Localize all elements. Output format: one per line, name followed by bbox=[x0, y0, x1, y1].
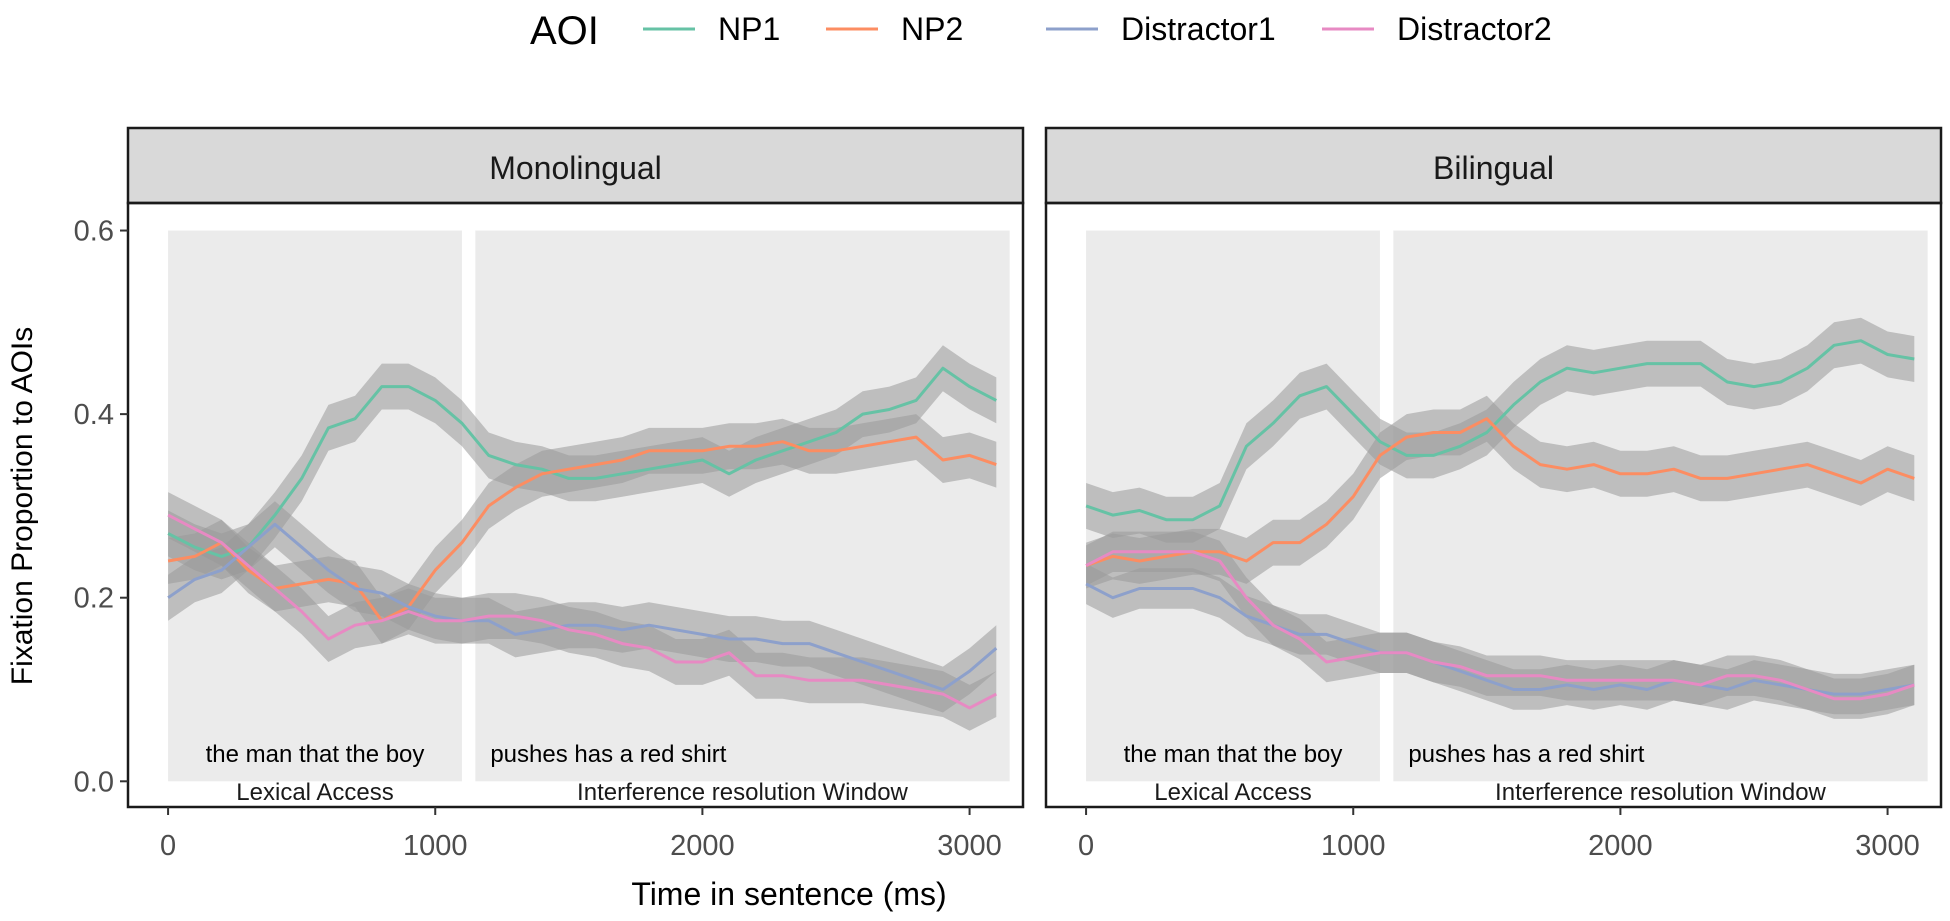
panel-monolingual: Monolingual the man that the boy Lexical A… bbox=[74, 126, 1025, 862]
x-tick-label: 2000 bbox=[1588, 830, 1653, 862]
x-tick-label: 0 bbox=[160, 830, 176, 862]
x-tick-label: 1000 bbox=[1321, 830, 1386, 862]
y-tick-label: 0.4 bbox=[74, 399, 114, 431]
y-tick-label: 0.6 bbox=[74, 216, 114, 248]
x-tick-label: 2000 bbox=[670, 830, 735, 862]
window-label: Lexical Access bbox=[236, 779, 393, 806]
panel-border bbox=[126, 201, 1025, 809]
window-words: the man that the boy bbox=[206, 741, 425, 768]
window-label: Interference resolution Window bbox=[577, 779, 909, 806]
series-line-distractor1 bbox=[167, 522, 998, 691]
window-words: pushes has a red shirt bbox=[1408, 741, 1644, 768]
window-words: the man that the boy bbox=[1124, 741, 1343, 768]
ci-band-distractor2 bbox=[168, 492, 997, 731]
x-axis-title: Time in sentence (ms) bbox=[631, 876, 946, 912]
x-tick-label: 0 bbox=[1078, 830, 1094, 862]
panel-bilingual: Bilingual the man that the boy Lexical Acc… bbox=[1044, 126, 1943, 862]
panel-strip bbox=[126, 126, 1025, 205]
x-tick-label: 3000 bbox=[1855, 830, 1920, 862]
x-tick-label: 3000 bbox=[937, 830, 1002, 862]
series-line-np2 bbox=[167, 435, 997, 623]
panel-title: Monolingual bbox=[489, 150, 662, 186]
legend-label-distractor2: Distractor2 bbox=[1397, 11, 1552, 47]
series-line-np1 bbox=[167, 366, 997, 558]
legend-title: AOI bbox=[530, 9, 599, 53]
window-words: pushes has a red shirt bbox=[490, 741, 726, 768]
ci-band-np2 bbox=[1086, 395, 1915, 589]
legend: AOI NP1 NP2 Distractor1 Distractor2 bbox=[530, 9, 1552, 53]
series-line-np1 bbox=[1085, 339, 1915, 522]
series-line-distractor1 bbox=[1085, 582, 1915, 696]
panel-title: Bilingual bbox=[1433, 150, 1554, 186]
series-line-np2 bbox=[1085, 417, 1915, 568]
y-tick-label: 0.0 bbox=[74, 766, 114, 798]
ci-band-distractor2 bbox=[1086, 531, 1915, 719]
legend-label-np1: NP1 bbox=[718, 11, 780, 47]
series-line-distractor2 bbox=[167, 513, 997, 710]
y-axis-title: Fixation Proportion to AOIs bbox=[6, 327, 39, 686]
window-label: Lexical Access bbox=[1154, 779, 1311, 806]
legend-label-np2: NP2 bbox=[901, 11, 963, 47]
window-shade-0 bbox=[168, 230, 462, 782]
y-tick-label: 0.2 bbox=[74, 583, 114, 615]
panel-border bbox=[1044, 201, 1943, 809]
series-line-distractor2 bbox=[1085, 550, 1915, 701]
panel-strip bbox=[1044, 126, 1943, 205]
legend-label-distractor1: Distractor1 bbox=[1121, 11, 1276, 47]
window-label: Interference resolution Window bbox=[1495, 779, 1827, 806]
x-tick-label: 1000 bbox=[403, 830, 468, 862]
